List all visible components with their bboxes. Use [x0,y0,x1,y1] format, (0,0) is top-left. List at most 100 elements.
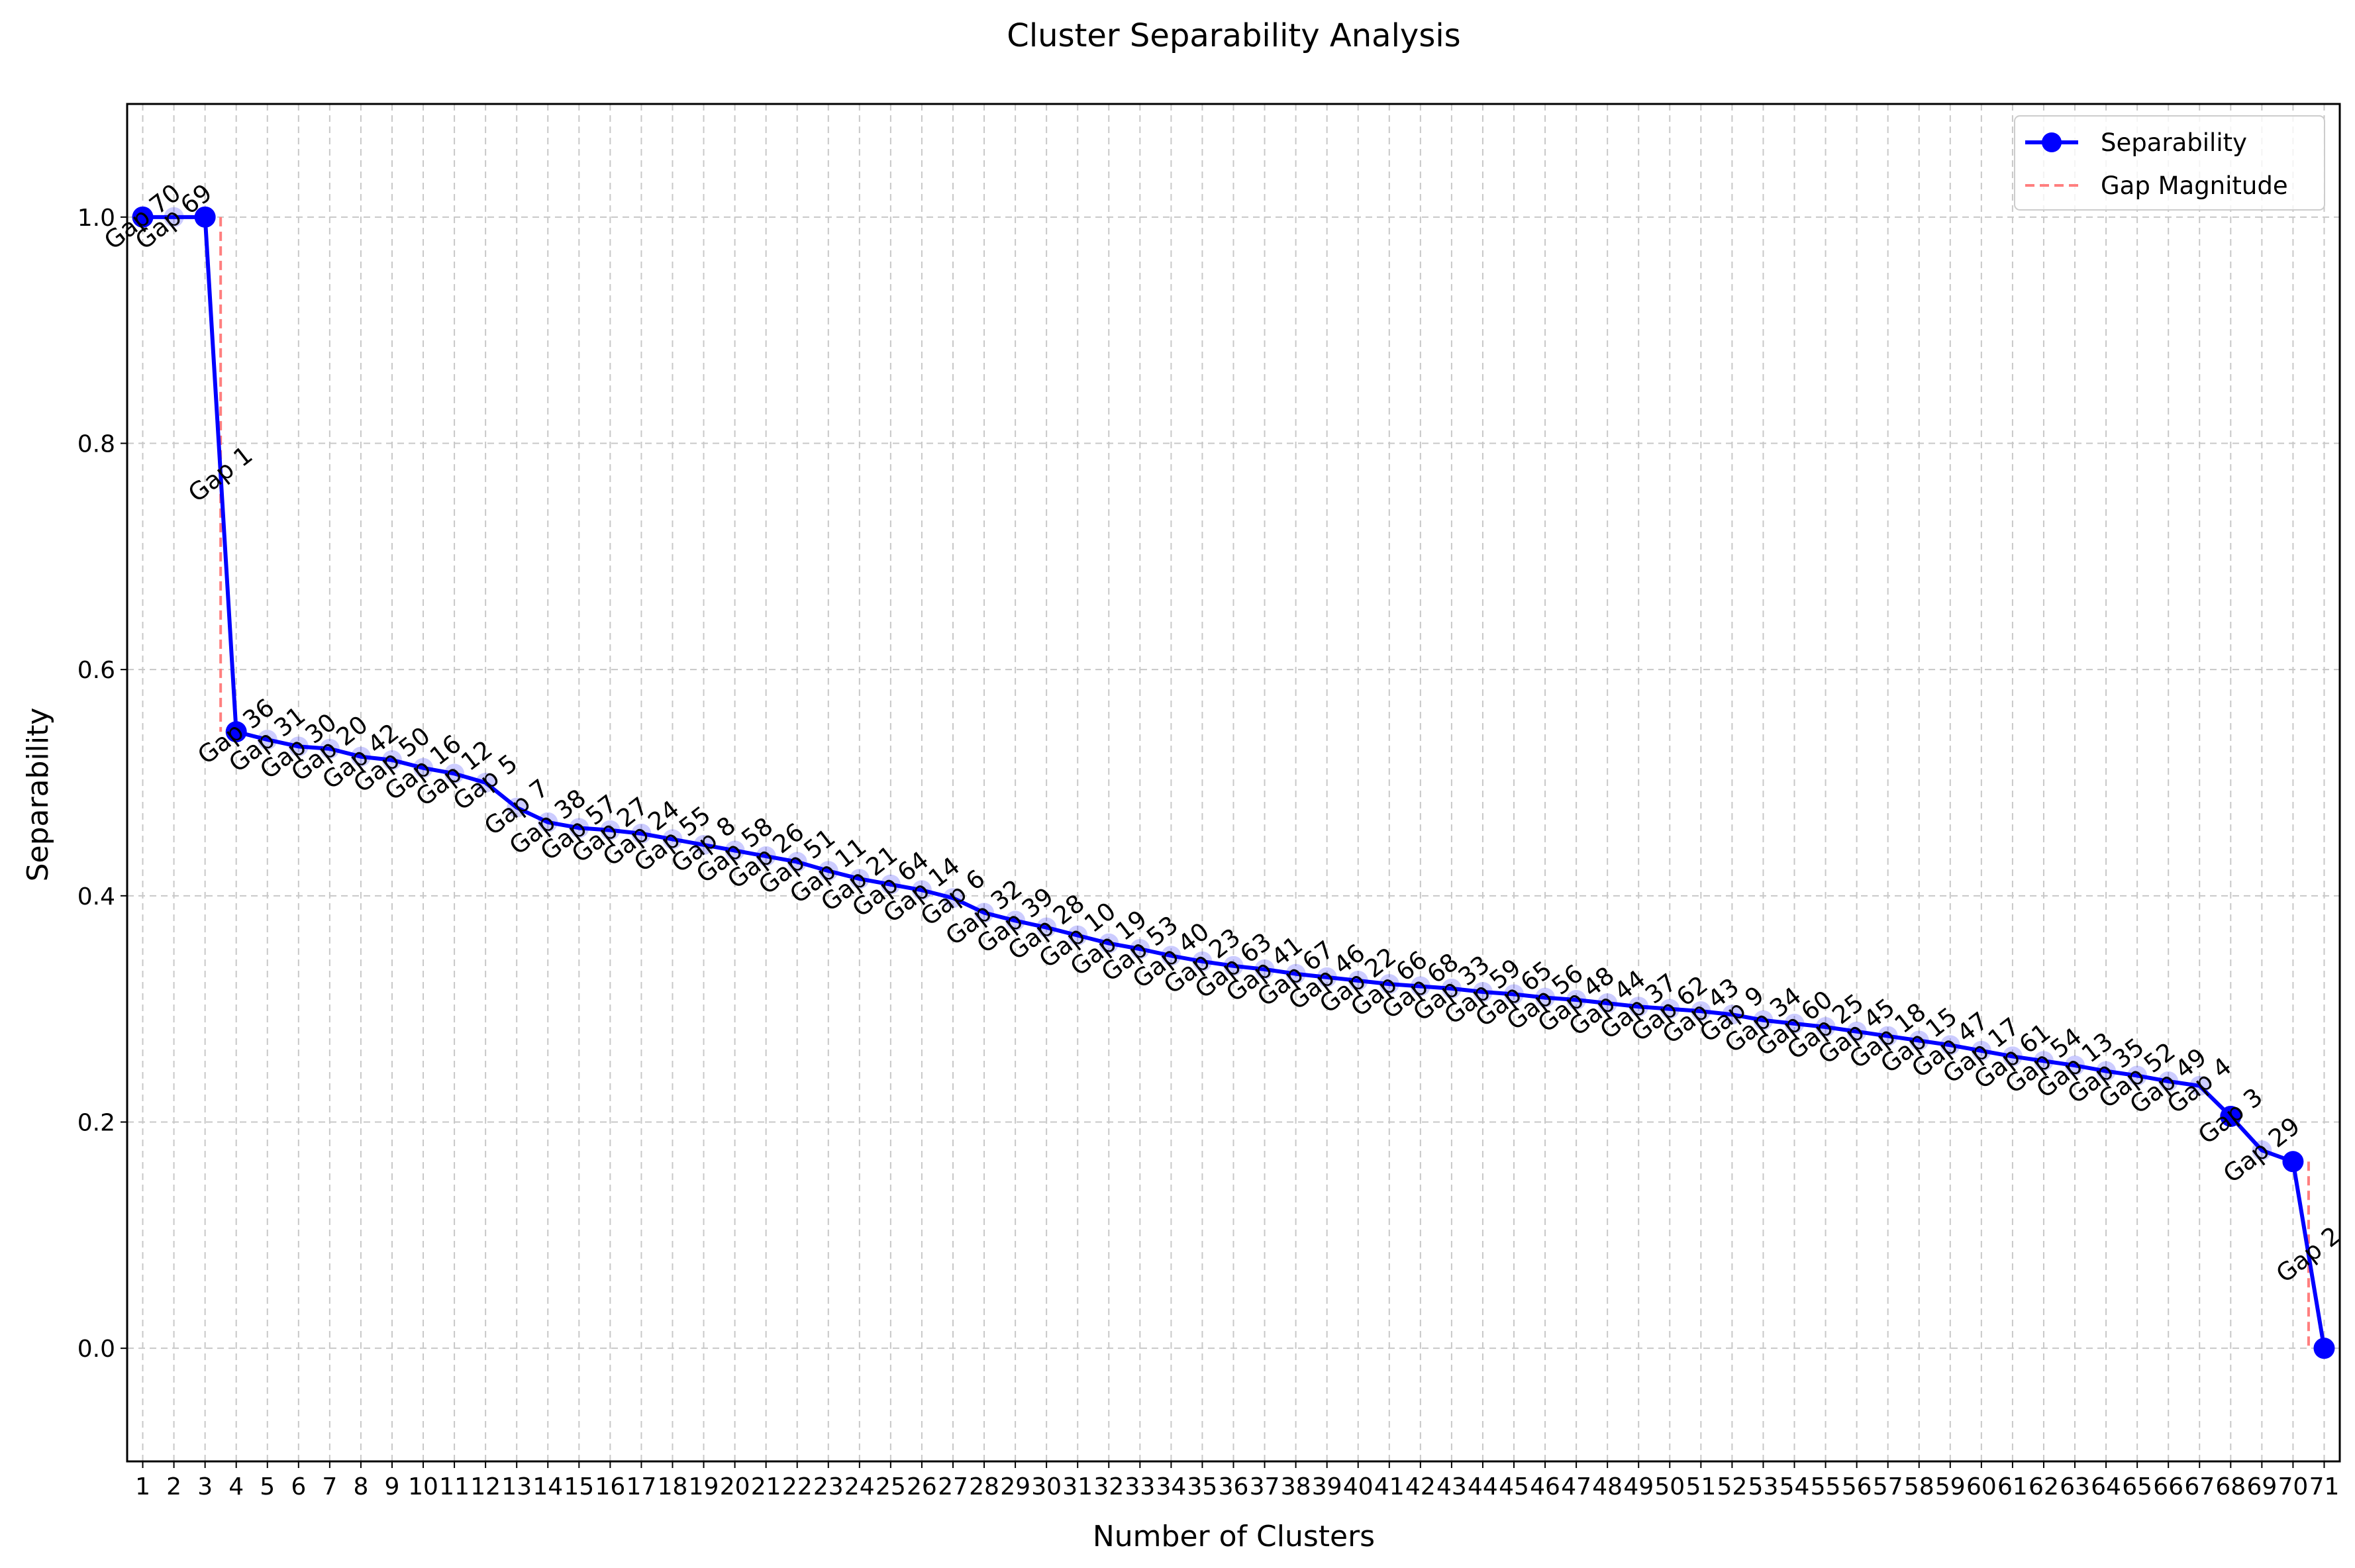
data-point-marker [1722,1004,1742,1025]
legend-gap-label: Gap Magnitude [2101,172,2288,200]
legend-separability-label: Separability [2101,128,2247,157]
data-point-marker [1441,978,1462,999]
data-point-marker [2252,1140,2272,1161]
x-tick-label: 40 [1343,1473,1374,1500]
data-point-marker [1005,910,1026,931]
data-point-marker [257,730,277,750]
x-tick-label: 13 [501,1473,532,1500]
data-point-marker [350,746,371,767]
data-point-marker [662,829,683,850]
data-point-marker [600,820,621,840]
data-point-marker [1161,946,1181,966]
x-tick-label: 70 [2278,1473,2309,1500]
x-tick-label: 71 [2309,1473,2340,1500]
x-tick-label: 8 [353,1473,368,1500]
x-tick-label: 14 [532,1473,563,1500]
x-tick-label: 15 [564,1473,594,1500]
data-point-marker [1379,974,1399,995]
data-point-marker [1784,1013,1805,1034]
data-point-marker [1099,933,1119,954]
data-point-marker [1597,993,1618,1014]
data-point-marker [1285,963,1306,984]
data-point-marker [507,797,527,818]
data-point-marker [1036,917,1057,938]
x-tick-label: 6 [291,1473,306,1500]
x-tick-label: 67 [2184,1473,2215,1500]
data-point-marker [787,852,807,872]
x-tick-label: 50 [1654,1473,1685,1500]
data-point-marker [413,758,434,778]
data-point-marker [538,812,558,832]
x-tick-label: 49 [1623,1473,1654,1500]
marker-layer [132,206,2335,1359]
data-point-marker [132,206,154,228]
data-point-marker [1815,1017,1836,1037]
data-point-marker [1846,1021,1867,1042]
data-point-marker [756,846,776,867]
data-point-marker [1940,1035,1960,1055]
x-tick-label: 5 [260,1473,275,1500]
x-tick-label: 69 [2246,1473,2277,1500]
data-point-marker [631,823,652,844]
x-tick-label: 39 [1312,1473,1342,1500]
data-point-marker [725,840,745,861]
data-point-marker [1909,1030,1929,1051]
x-tick-label: 59 [1935,1473,1966,1500]
x-tick-label: 63 [2060,1473,2090,1500]
y-axis-label: Separability [21,708,55,882]
x-tick-label: 26 [907,1473,937,1500]
x-tick-label: 12 [470,1473,501,1500]
data-point-marker [1566,990,1587,1010]
data-point-marker [1472,982,1493,1003]
x-tick-label: 22 [782,1473,813,1500]
data-point-marker [2002,1046,2023,1067]
y-tick-label: 0.8 [77,431,115,458]
x-tick-label: 27 [938,1473,968,1500]
y-tick-label: 1.0 [77,205,115,232]
y-tick-label: 0.4 [77,883,115,910]
grid-layer [127,104,2340,1461]
legend: Separability Gap Magnitude [2014,115,2325,211]
x-tick-label: 51 [1685,1473,1716,1500]
x-tick-label: 64 [2091,1473,2121,1500]
data-point-marker [849,869,870,889]
x-tick-label: 55 [1811,1473,1841,1500]
separability-line [142,215,2327,1349]
data-point-marker [288,736,309,757]
x-tick-label: 52 [1717,1473,1747,1500]
x-tick-label: 16 [595,1473,625,1500]
data-point-marker [1068,925,1088,946]
x-tick-label: 29 [1000,1473,1030,1500]
x-axis-label: Number of Clusters [1093,1520,1375,1553]
x-tick-label: 65 [2122,1473,2152,1500]
x-tick-label: 58 [1904,1473,1934,1500]
data-point-marker [911,880,932,901]
data-point-marker [2220,1105,2242,1127]
data-point-marker [1223,956,1244,976]
data-point-marker [974,903,995,923]
x-tick-label: 28 [969,1473,999,1500]
data-point-marker [1504,984,1525,1004]
data-point-marker [381,750,402,770]
x-tick-label: 10 [408,1473,438,1500]
data-point-marker [569,818,589,838]
data-point-marker [1410,976,1430,997]
x-tick-label: 45 [1499,1473,1529,1500]
data-point-marker [1878,1026,1898,1046]
data-point-marker [164,207,184,227]
data-point-marker [818,861,838,881]
x-tick-label: 9 [385,1473,400,1500]
x-tick-label: 56 [1842,1473,1872,1500]
data-point-marker [2158,1071,2179,1091]
x-tick-label: 36 [1219,1473,1249,1500]
x-tick-label: 34 [1156,1473,1186,1500]
x-tick-label: 7 [322,1473,337,1500]
x-tick-label: 21 [751,1473,781,1500]
data-point-marker [225,721,247,743]
x-tick-label: 57 [1873,1473,1903,1500]
x-tick-label: 1 [135,1473,150,1500]
x-tick-label: 11 [439,1473,470,1500]
data-point-marker [1660,999,1680,1019]
data-point-marker [2096,1061,2117,1081]
